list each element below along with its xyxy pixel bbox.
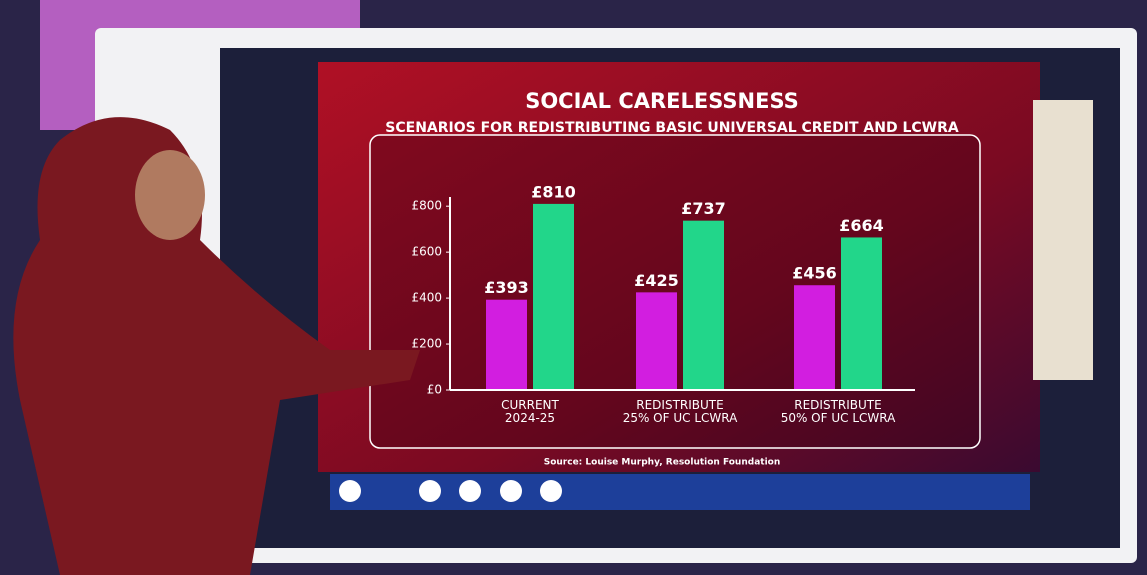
- source: Source: Louise Murphy, Resolution Founda…: [544, 458, 781, 468]
- value-label: £393: [484, 278, 529, 297]
- value-label: £737: [681, 199, 726, 218]
- side-papers: [1033, 100, 1093, 380]
- bar: [533, 203, 574, 390]
- value-label: £810: [531, 182, 576, 201]
- chart-subtitle: SCENARIOS FOR REDISTRIBUTING BASIC UNIVE…: [385, 120, 959, 136]
- chart-title: SOCIAL CARELESSNESS: [525, 89, 799, 113]
- y-tick-label: £800: [411, 199, 442, 213]
- value-label: £425: [634, 271, 679, 290]
- toolbar: [330, 474, 1030, 510]
- bar: [636, 292, 677, 390]
- forward-button[interactable]: [540, 480, 562, 502]
- chart-panel: [318, 62, 1040, 472]
- dot-button[interactable]: [419, 480, 441, 502]
- zoom-button[interactable]: [459, 480, 481, 502]
- y-tick-label: £600: [411, 245, 442, 259]
- bar: [794, 285, 835, 390]
- bar: [486, 299, 527, 390]
- value-label: £664: [839, 216, 884, 235]
- back-button[interactable]: [500, 480, 522, 502]
- y-tick-label: £0: [427, 383, 442, 397]
- x-tick-label: REDISTRIBUTE 25% OF UC LCWRA: [622, 398, 738, 425]
- x-tick-label: CURRENT 2024-25: [501, 398, 559, 425]
- y-tick-label: £200: [411, 337, 442, 351]
- value-label: £456: [792, 264, 837, 283]
- x-tick-label: REDISTRIBUTE 50% OF UC LCWRA: [780, 398, 896, 425]
- close-button[interactable]: [339, 480, 361, 502]
- bar: [683, 220, 724, 390]
- presenter: [13, 117, 420, 575]
- y-tick-label: £400: [411, 291, 442, 305]
- presenter-face: [135, 150, 205, 240]
- bar: [841, 237, 882, 390]
